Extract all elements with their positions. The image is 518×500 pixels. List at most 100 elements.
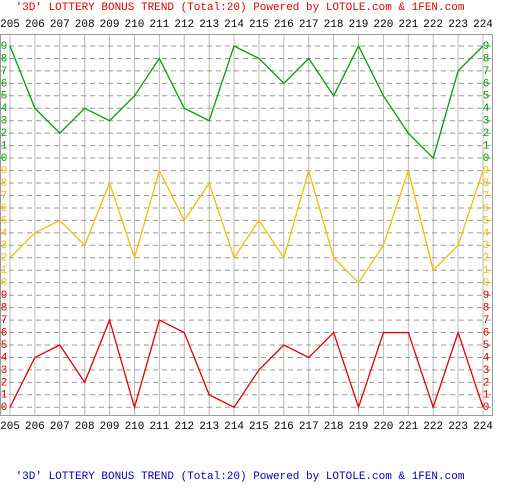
x-tick-label: 212: [174, 19, 194, 31]
chart-caption: '3D' LOTTERY BONUS TREND (Total:20) Powe…: [16, 471, 465, 483]
x-tick-label: 223: [448, 421, 468, 433]
y-tick-label: 6: [483, 327, 490, 339]
y-tick-label: 8: [1, 303, 8, 315]
x-tick-label: 222: [423, 421, 443, 433]
y-tick-label: 2: [1, 377, 8, 389]
y-tick-label: 5: [483, 91, 490, 103]
x-tick-label: 209: [100, 421, 120, 433]
y-tick-label: 9: [1, 166, 8, 178]
y-tick-label: 7: [1, 66, 8, 78]
y-tick-label: 5: [1, 340, 8, 352]
y-tick-label: 4: [1, 103, 8, 115]
y-tick-label: 1: [1, 390, 8, 402]
x-tick-label: 209: [100, 19, 120, 31]
y-tick-label: 6: [1, 327, 8, 339]
x-tick-label: 222: [423, 19, 443, 31]
y-tick-label: 8: [1, 53, 8, 65]
y-tick-label: 7: [483, 315, 490, 327]
y-tick-label: 1: [1, 265, 8, 277]
x-tick-label: 215: [249, 421, 269, 433]
y-tick-label: 5: [483, 215, 490, 227]
y-tick-label: 1: [1, 141, 8, 153]
x-tick-label: 205: [0, 421, 20, 433]
y-tick-label: 9: [1, 290, 8, 302]
y-tick-label: 4: [1, 352, 8, 364]
x-tick-label: 218: [324, 19, 344, 31]
y-tick-label: 3: [483, 240, 490, 252]
x-tick-label: 220: [374, 19, 394, 31]
x-tick-label: 211: [149, 421, 169, 433]
y-tick-label: 2: [1, 253, 8, 265]
y-tick-label: 9: [483, 290, 490, 302]
x-tick-label: 215: [249, 19, 269, 31]
x-tick-label: 220: [374, 421, 394, 433]
y-tick-label: 3: [483, 116, 490, 128]
x-tick-label: 206: [25, 421, 45, 433]
y-tick-label: 7: [1, 190, 8, 202]
x-tick-label: 224: [473, 421, 493, 433]
x-tick-label: 212: [174, 421, 194, 433]
y-tick-label: 4: [1, 228, 8, 240]
y-tick-label: 5: [1, 91, 8, 103]
y-tick-label: 9: [483, 166, 490, 178]
y-tick-label: 2: [483, 128, 490, 140]
x-tick-label: 213: [199, 19, 219, 31]
y-tick-label: 0: [483, 153, 490, 165]
x-tick-label: 219: [349, 421, 369, 433]
y-tick-label: 3: [1, 240, 8, 252]
y-tick-label: 4: [483, 228, 490, 240]
chart-title: '3D' LOTTERY BONUS TREND (Total:20) Powe…: [16, 2, 465, 14]
x-tick-label: 217: [299, 421, 319, 433]
y-tick-label: 0: [483, 278, 490, 290]
trend-line: [9, 44, 484, 160]
y-tick-label: 8: [483, 53, 490, 65]
y-tick-label: 1: [483, 390, 490, 402]
x-tick-label: 210: [125, 19, 145, 31]
y-tick-label: 7: [1, 315, 8, 327]
y-tick-label: 2: [1, 128, 8, 140]
y-tick-label: 0: [1, 402, 8, 414]
y-tick-label: 9: [483, 41, 490, 53]
trend-line: [9, 318, 484, 410]
y-tick-label: 4: [483, 352, 490, 364]
y-tick-label: 0: [1, 153, 8, 165]
x-tick-label: 219: [349, 19, 369, 31]
y-tick-label: 3: [1, 116, 8, 128]
y-tick-label: 6: [1, 78, 8, 90]
y-tick-label: 3: [1, 365, 8, 377]
x-tick-label: 205: [0, 19, 20, 31]
x-tick-label: 213: [199, 421, 219, 433]
y-tick-label: 6: [483, 78, 490, 90]
x-tick-label: 223: [448, 19, 468, 31]
y-tick-label: 0: [483, 402, 490, 414]
y-tick-label: 6: [483, 203, 490, 215]
y-tick-label: 0: [1, 278, 8, 290]
y-tick-label: 2: [483, 377, 490, 389]
y-tick-label: 7: [483, 190, 490, 202]
x-tick-label: 221: [398, 19, 418, 31]
x-tick-label: 207: [50, 421, 70, 433]
x-tick-label: 210: [125, 421, 145, 433]
y-tick-label: 7: [483, 66, 490, 78]
y-tick-label: 5: [1, 215, 8, 227]
y-tick-label: 8: [483, 303, 490, 315]
x-tick-label: 218: [324, 421, 344, 433]
x-tick-label: 214: [224, 19, 244, 31]
x-tick-label: 208: [75, 19, 95, 31]
x-tick-label: 224: [473, 19, 493, 31]
x-tick-label: 208: [75, 421, 95, 433]
x-tick-label: 217: [299, 19, 319, 31]
y-tick-label: 5: [483, 340, 490, 352]
x-tick-label: 216: [274, 19, 294, 31]
y-tick-label: 1: [483, 265, 490, 277]
x-tick-label: 221: [398, 421, 418, 433]
x-tick-label: 216: [274, 421, 294, 433]
plot-frame: [0, 34, 493, 416]
x-tick-label: 211: [149, 19, 169, 31]
y-tick-label: 8: [483, 178, 490, 190]
x-tick-label: 214: [224, 421, 244, 433]
y-tick-label: 6: [1, 203, 8, 215]
x-tick-label: 207: [50, 19, 70, 31]
y-tick-label: 1: [483, 141, 490, 153]
